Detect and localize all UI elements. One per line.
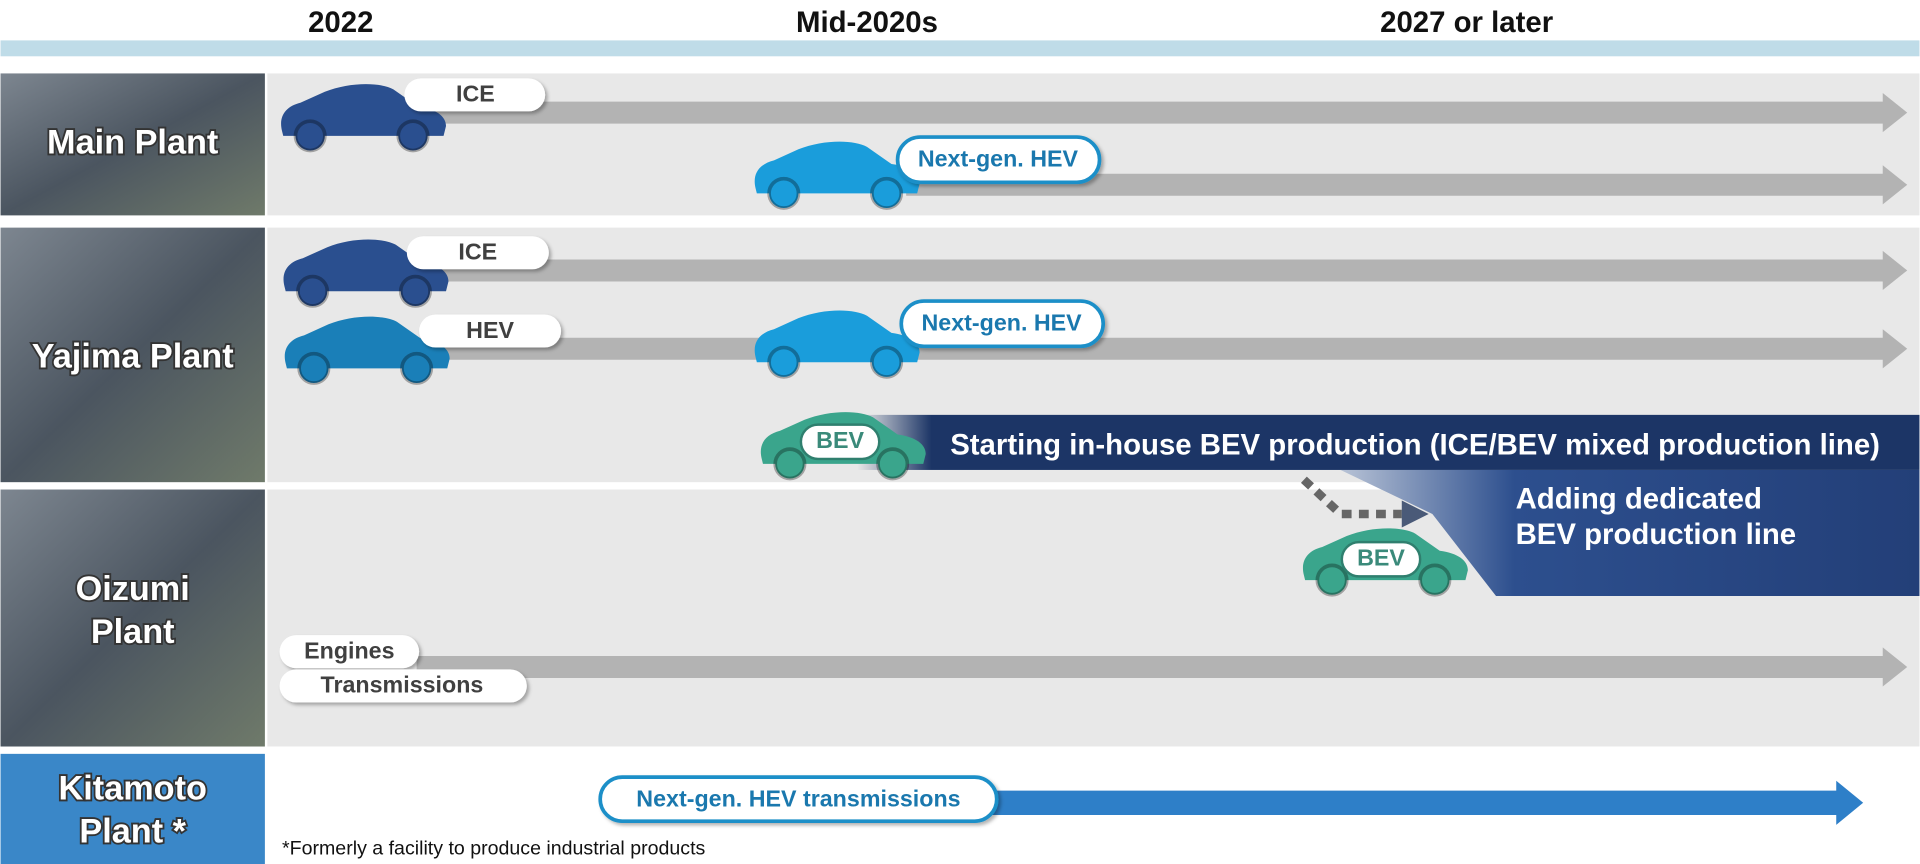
label-text: Next-gen. HEV <box>922 309 1083 335</box>
timeline-band <box>1 40 1920 56</box>
label-text: Engines <box>304 637 394 663</box>
banner-text: Adding dedicated <box>1516 482 1762 515</box>
roadmap: 2022 Mid-2020s 2027 or later Main Plant … <box>0 0 1920 864</box>
body: {"header": {"timeline": ["2022", "Mid-20… <box>0 0 1920 864</box>
label-text: BEV <box>1357 544 1405 570</box>
label-text: BEV <box>816 427 864 453</box>
timeline-label: Mid-2020s <box>796 6 938 39</box>
label-text: HEV <box>466 317 514 343</box>
plant-name: Oizumi <box>76 570 190 608</box>
plant-name: Yajima Plant <box>32 338 234 376</box>
plant-name: Plant <box>91 613 175 651</box>
timeline-label: 2022 <box>308 6 373 39</box>
label-text: ICE <box>458 238 497 264</box>
banner-text: Starting in-house BEV production (ICE/BE… <box>950 428 1880 461</box>
page: Plant production roadmap html, body { ma… <box>0 0 1920 864</box>
label-text: Transmissions <box>321 672 484 698</box>
arrow <box>980 781 1864 825</box>
plant-name: Kitamoto <box>59 770 207 808</box>
footnote: *Formerly a facility to produce industri… <box>282 837 705 859</box>
banner-text: BEV production line <box>1516 518 1797 551</box>
label-text: Next-gen. HEV transmissions <box>636 786 960 812</box>
plant-name: Plant * <box>79 812 186 850</box>
timeline-label: 2027 or later <box>1380 6 1553 39</box>
label-text: Next-gen. HEV <box>918 145 1079 171</box>
label-text: ICE <box>456 81 495 107</box>
plant-name: Main Plant <box>47 123 218 161</box>
